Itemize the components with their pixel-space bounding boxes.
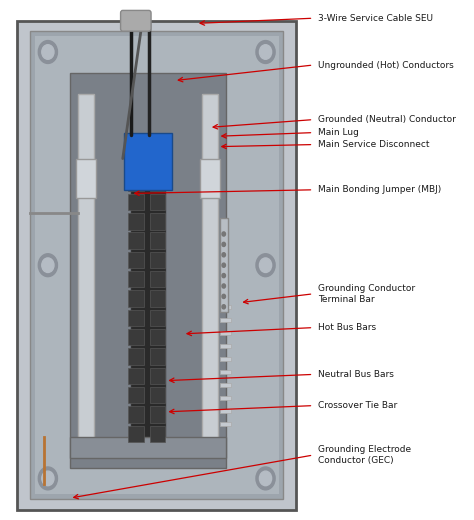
Bar [150, 329, 165, 345]
Bar [70, 437, 227, 458]
Bar [128, 194, 144, 210]
Text: Crossover Tie Bar: Crossover Tie Bar [318, 401, 397, 410]
Bar [150, 232, 165, 249]
Bar [128, 329, 144, 345]
Bar [150, 425, 165, 442]
Bar [150, 175, 165, 191]
Text: Main Service Disconnect: Main Service Disconnect [318, 140, 429, 149]
Circle shape [222, 242, 226, 246]
FancyBboxPatch shape [124, 133, 172, 190]
Bar [128, 271, 144, 288]
Bar [128, 348, 144, 365]
Bar [200, 159, 220, 198]
Bar [150, 368, 165, 384]
Text: 3-Wire Service Cable SEU: 3-Wire Service Cable SEU [318, 14, 433, 23]
FancyBboxPatch shape [35, 36, 279, 494]
Circle shape [222, 232, 226, 236]
Circle shape [38, 254, 57, 277]
Circle shape [42, 258, 54, 272]
Circle shape [256, 467, 275, 490]
FancyBboxPatch shape [120, 10, 151, 31]
Circle shape [256, 41, 275, 63]
Circle shape [42, 45, 54, 59]
Bar [150, 348, 165, 365]
Bar [128, 290, 144, 307]
Bar [220, 370, 231, 374]
Bar [128, 406, 144, 423]
Circle shape [259, 258, 272, 272]
Text: Grounded (Neutral) Conductor: Grounded (Neutral) Conductor [318, 115, 456, 124]
Bar [128, 368, 144, 384]
Bar [220, 383, 231, 387]
Bar [128, 213, 144, 229]
Circle shape [42, 471, 54, 486]
Bar [202, 94, 218, 447]
Bar [220, 422, 231, 426]
Circle shape [222, 253, 226, 257]
FancyBboxPatch shape [70, 73, 227, 468]
Circle shape [256, 254, 275, 277]
Text: Grounding Conductor
Terminal Bar: Grounding Conductor Terminal Bar [318, 284, 415, 304]
FancyBboxPatch shape [30, 31, 283, 499]
Circle shape [259, 45, 272, 59]
Text: Neutral Bus Bars: Neutral Bus Bars [318, 370, 393, 379]
Bar [150, 406, 165, 423]
Bar [150, 194, 165, 210]
Circle shape [222, 284, 226, 288]
Text: Main Bonding Jumper (MBJ): Main Bonding Jumper (MBJ) [318, 185, 441, 194]
Bar [128, 425, 144, 442]
Text: Hot Bus Bars: Hot Bus Bars [318, 323, 376, 332]
Text: Grounding Electrode
Conductor (GEC): Grounding Electrode Conductor (GEC) [318, 445, 411, 465]
Bar [150, 310, 165, 326]
Circle shape [222, 263, 226, 267]
Bar [150, 271, 165, 288]
Circle shape [38, 467, 57, 490]
Bar [150, 252, 165, 268]
Text: Ungrounded (Hot) Conductors: Ungrounded (Hot) Conductors [318, 60, 454, 70]
Circle shape [38, 41, 57, 63]
Bar [128, 387, 144, 404]
Bar [220, 409, 231, 413]
Bar [220, 344, 231, 348]
Bar [128, 252, 144, 268]
Bar [128, 310, 144, 326]
Circle shape [259, 471, 272, 486]
Bar [78, 94, 93, 447]
Circle shape [222, 294, 226, 298]
Bar [128, 175, 144, 191]
Circle shape [222, 305, 226, 309]
Text: Main Lug: Main Lug [318, 128, 359, 137]
Bar [150, 290, 165, 307]
Bar [220, 218, 228, 312]
Bar [220, 396, 231, 400]
Bar [220, 331, 231, 335]
Bar [220, 357, 231, 361]
Bar [131, 166, 165, 447]
Bar [150, 213, 165, 229]
FancyBboxPatch shape [18, 21, 296, 510]
Bar [220, 305, 231, 309]
Circle shape [222, 274, 226, 278]
Bar [150, 387, 165, 404]
Bar [128, 232, 144, 249]
Bar [76, 159, 96, 198]
Bar [220, 318, 231, 322]
